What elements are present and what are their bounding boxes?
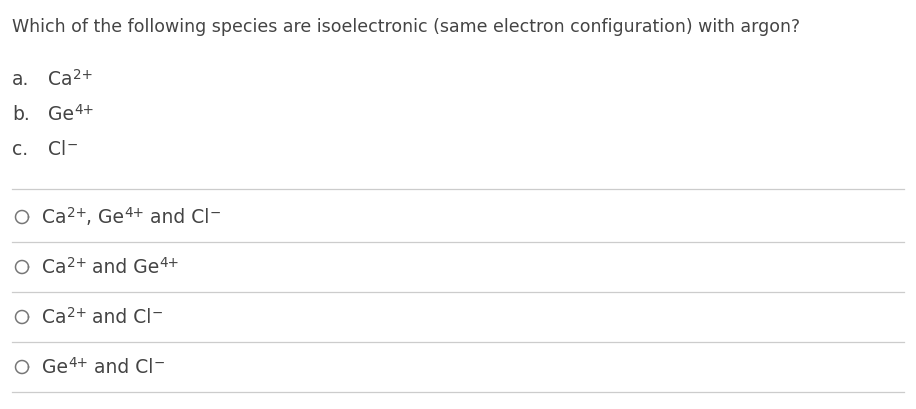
Text: 4+: 4+ — [74, 103, 93, 117]
Text: and Cl: and Cl — [86, 308, 152, 327]
Text: 2+: 2+ — [72, 68, 93, 82]
Text: a.: a. — [12, 70, 29, 89]
Text: −: − — [153, 355, 165, 369]
Text: −: − — [210, 205, 221, 219]
Text: Ge: Ge — [48, 105, 74, 124]
Text: 2+: 2+ — [67, 255, 86, 269]
Text: Cl: Cl — [48, 140, 66, 159]
Text: c.: c. — [12, 140, 28, 159]
Text: Ca: Ca — [42, 308, 67, 327]
Text: 2+: 2+ — [67, 205, 86, 219]
Text: Which of the following species are isoelectronic (same electron configuration) w: Which of the following species are isoel… — [12, 18, 800, 36]
Text: Ca: Ca — [42, 258, 67, 277]
Text: and Ge: and Ge — [86, 258, 159, 277]
Text: 4+: 4+ — [68, 355, 88, 369]
Text: 4+: 4+ — [125, 205, 144, 219]
Text: Ca: Ca — [42, 208, 67, 227]
Text: Ge: Ge — [42, 357, 68, 377]
Text: 2+: 2+ — [67, 305, 86, 319]
Text: Ca: Ca — [48, 70, 72, 89]
Text: and Cl: and Cl — [144, 208, 210, 227]
Text: , Ge: , Ge — [86, 208, 125, 227]
Text: 4+: 4+ — [159, 255, 180, 269]
Text: b.: b. — [12, 105, 29, 124]
Text: −: − — [152, 305, 163, 319]
Text: −: − — [66, 137, 78, 151]
Text: and Cl: and Cl — [88, 357, 153, 377]
